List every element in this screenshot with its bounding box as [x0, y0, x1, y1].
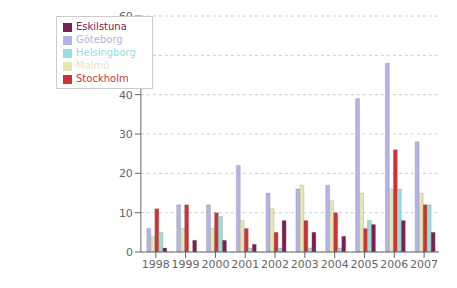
svg-text:1998: 1998: [142, 258, 170, 271]
svg-text:60: 60: [119, 10, 133, 23]
svg-text:2003: 2003: [291, 258, 319, 271]
svg-text:2001: 2001: [231, 258, 259, 271]
svg-text:2007: 2007: [410, 258, 438, 271]
svg-text:50: 50: [119, 49, 133, 62]
svg-text:0: 0: [126, 246, 133, 259]
svg-text:2005: 2005: [350, 258, 378, 271]
svg-text:1999: 1999: [172, 258, 200, 271]
svg-text:20: 20: [119, 167, 133, 180]
svg-text:40: 40: [119, 89, 133, 102]
svg-text:30: 30: [119, 128, 133, 141]
svg-text:2006: 2006: [380, 258, 408, 271]
svg-text:2000: 2000: [201, 258, 229, 271]
svg-text:10: 10: [119, 207, 133, 220]
svg-text:2004: 2004: [321, 258, 349, 271]
svg-text:2002: 2002: [261, 258, 289, 271]
